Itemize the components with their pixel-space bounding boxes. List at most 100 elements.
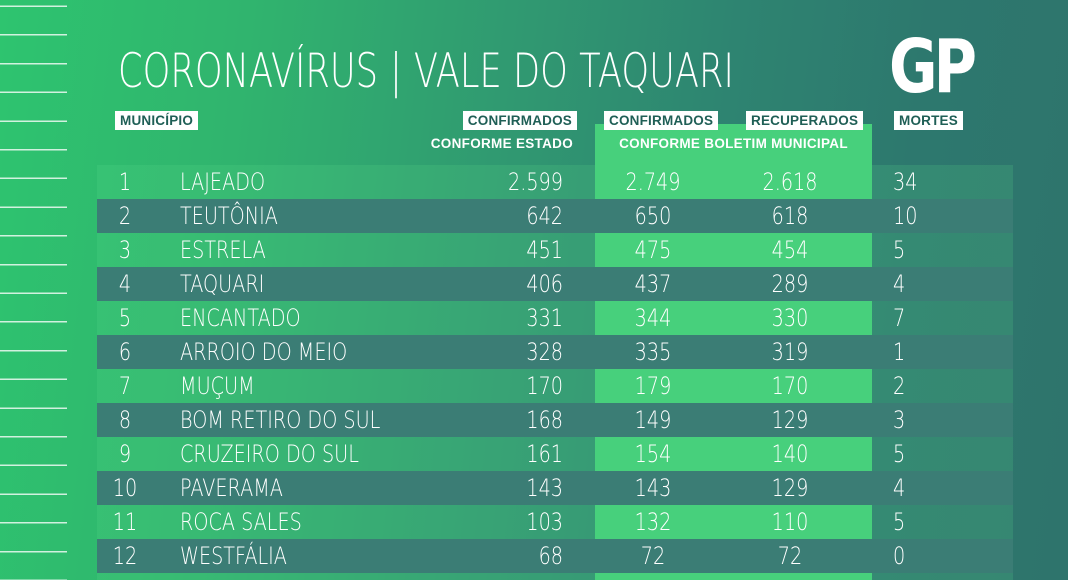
row-confirmados-municipal: 132: [634, 508, 672, 536]
page-title: CORONAVÍRUS | VALE DO TAQUARI: [118, 44, 734, 99]
table-row: 9 CRUZEIRO DO SUL 161 154 140 5: [0, 437, 1068, 471]
row-rank: 10: [112, 474, 138, 502]
row-mortes: 4: [893, 270, 906, 298]
row-confirmados-estado: 331: [526, 304, 563, 332]
row-mortes: 7: [893, 304, 906, 332]
row-confirmados-municipal: 143: [634, 474, 672, 502]
row-dark-band: [97, 335, 1013, 369]
row-rank: 5: [118, 304, 132, 332]
row-mortes: 2: [893, 372, 906, 400]
table-row: 10 PAVERAMA 143 143 129 4: [0, 471, 1068, 505]
table-row: 8 BOM RETIRO DO SUL 168 149 129 3: [0, 403, 1068, 437]
subheader-conforme-boletim-municipal: CONFORME BOLETIM MUNICIPAL: [619, 136, 848, 151]
row-rank: 4: [118, 270, 132, 298]
row-confirmados-municipal: 344: [634, 304, 672, 332]
row-confirmados-estado: 68: [538, 542, 563, 570]
row-tint-band: [97, 573, 1013, 580]
row-municipal-band: [595, 165, 872, 199]
decorative-dashes: [0, 0, 67, 580]
row-rank: 3: [118, 236, 132, 264]
row-confirmados-municipal: 335: [634, 338, 672, 366]
table-row: 7 MUÇUM 170 179 170 2: [0, 369, 1068, 403]
header-recuperados: RECUPERADOS: [746, 111, 864, 130]
row-recuperados: 454: [771, 236, 809, 264]
row-recuperados: 129: [771, 406, 809, 434]
row-dark-band: [97, 403, 1013, 437]
header-municipio: MUNICÍPIO: [115, 111, 199, 130]
row-municipio: TAQUARI: [180, 270, 265, 298]
row-rank: 6: [118, 338, 132, 366]
row-dark-band: [97, 539, 1013, 573]
row-rank: 12: [112, 542, 138, 570]
header-confirmados-estado: CONFIRMADOS: [462, 111, 577, 130]
row-confirmados-municipal: 154: [634, 440, 672, 468]
row-recuperados: 618: [771, 202, 809, 230]
row-municipal-band: [595, 301, 872, 335]
municipal-columns-band: [595, 124, 872, 165]
subheader-conforme-estado: CONFORME ESTADO: [430, 136, 573, 151]
row-municipio: MUÇUM: [180, 372, 255, 400]
row-municipio: BOM RETIRO DO SUL: [180, 406, 381, 434]
row-confirmados-municipal: 72: [640, 542, 666, 570]
row-confirmados-municipal: 2.749: [625, 168, 681, 196]
row-mortes: 3: [893, 406, 906, 434]
table-row: 2 TEUTÔNIA 642 650 618 10: [0, 199, 1068, 233]
row-recuperados: 330: [771, 304, 809, 332]
gp-logo: GP: [889, 24, 977, 110]
table-row: 3 ESTRELA 451 475 454 5: [0, 233, 1068, 267]
row-confirmados-estado: 406: [526, 270, 563, 298]
row-mortes: 4: [893, 474, 906, 502]
row-recuperados: 140: [771, 440, 809, 468]
row-recuperados: 72: [777, 542, 803, 570]
row-municipio: ARROIO DO MEIO: [180, 338, 348, 366]
row-confirmados-estado: 168: [526, 406, 563, 434]
row-mortes: 5: [893, 440, 906, 468]
row-recuperados: 170: [771, 372, 809, 400]
row-municipio: ESTRELA: [180, 236, 266, 264]
row-rank: 8: [118, 406, 132, 434]
row-municipio: LAJEADO: [180, 168, 266, 196]
table-row: 11 ROCA SALES 103 132 110 5: [0, 505, 1068, 539]
row-municipal-band: [595, 437, 872, 471]
row-recuperados: 2.618: [762, 168, 818, 196]
table-row: 4 TAQUARI 406 437 289 4: [0, 267, 1068, 301]
row-municipio: ROCA SALES: [180, 508, 302, 536]
table-row: 1 LAJEADO 2.599 2.749 2.618 34: [0, 165, 1068, 199]
row-confirmados-municipal: 650: [634, 202, 672, 230]
row-confirmados-estado: 143: [526, 474, 563, 502]
row-confirmados-municipal: 437: [634, 270, 672, 298]
row-municipio: TEUTÔNIA: [180, 202, 278, 230]
row-municipal-band: [595, 233, 872, 267]
title-separator: |: [390, 44, 402, 99]
row-municipio: ENCANTADO: [180, 304, 301, 332]
row-rank: 11: [112, 508, 138, 536]
row-mortes: 10: [893, 202, 918, 230]
row-confirmados-municipal: 179: [634, 372, 672, 400]
row-confirmados-estado: 451: [526, 236, 563, 264]
header-confirmados-municipal: CONFIRMADOS: [604, 111, 719, 130]
row-confirmados-estado: 103: [526, 508, 563, 536]
row-municipal-band: [595, 369, 872, 403]
row-mortes: 1: [893, 338, 906, 366]
row-mortes: 0: [893, 542, 906, 570]
row-rank: 7: [118, 372, 132, 400]
row-mortes: 34: [893, 168, 918, 196]
row-municipal-band: [595, 573, 872, 580]
row-confirmados-estado: 642: [526, 202, 563, 230]
row-recuperados: 319: [771, 338, 809, 366]
row-recuperados: 289: [771, 270, 809, 298]
row-confirmados-estado: 328: [526, 338, 563, 366]
row-mortes: 5: [893, 508, 906, 536]
header-mortes: MORTES: [894, 111, 963, 130]
row-recuperados: 110: [771, 508, 809, 536]
row-municipio: PAVERAMA: [180, 474, 283, 502]
row-municipio: WESTFÁLIA: [180, 542, 287, 570]
table-row: 5 ENCANTADO 331 344 330 7: [0, 301, 1068, 335]
row-confirmados-estado: 161: [526, 440, 563, 468]
row-dark-band: [97, 199, 1013, 233]
row-confirmados-estado: 170: [526, 372, 563, 400]
row-confirmados-municipal: 475: [634, 236, 672, 264]
row-dark-band: [97, 267, 1013, 301]
title-right: VALE DO TAQUARI: [413, 44, 734, 99]
table-row: 6 ARROIO DO MEIO 328 335 319 1: [0, 335, 1068, 369]
